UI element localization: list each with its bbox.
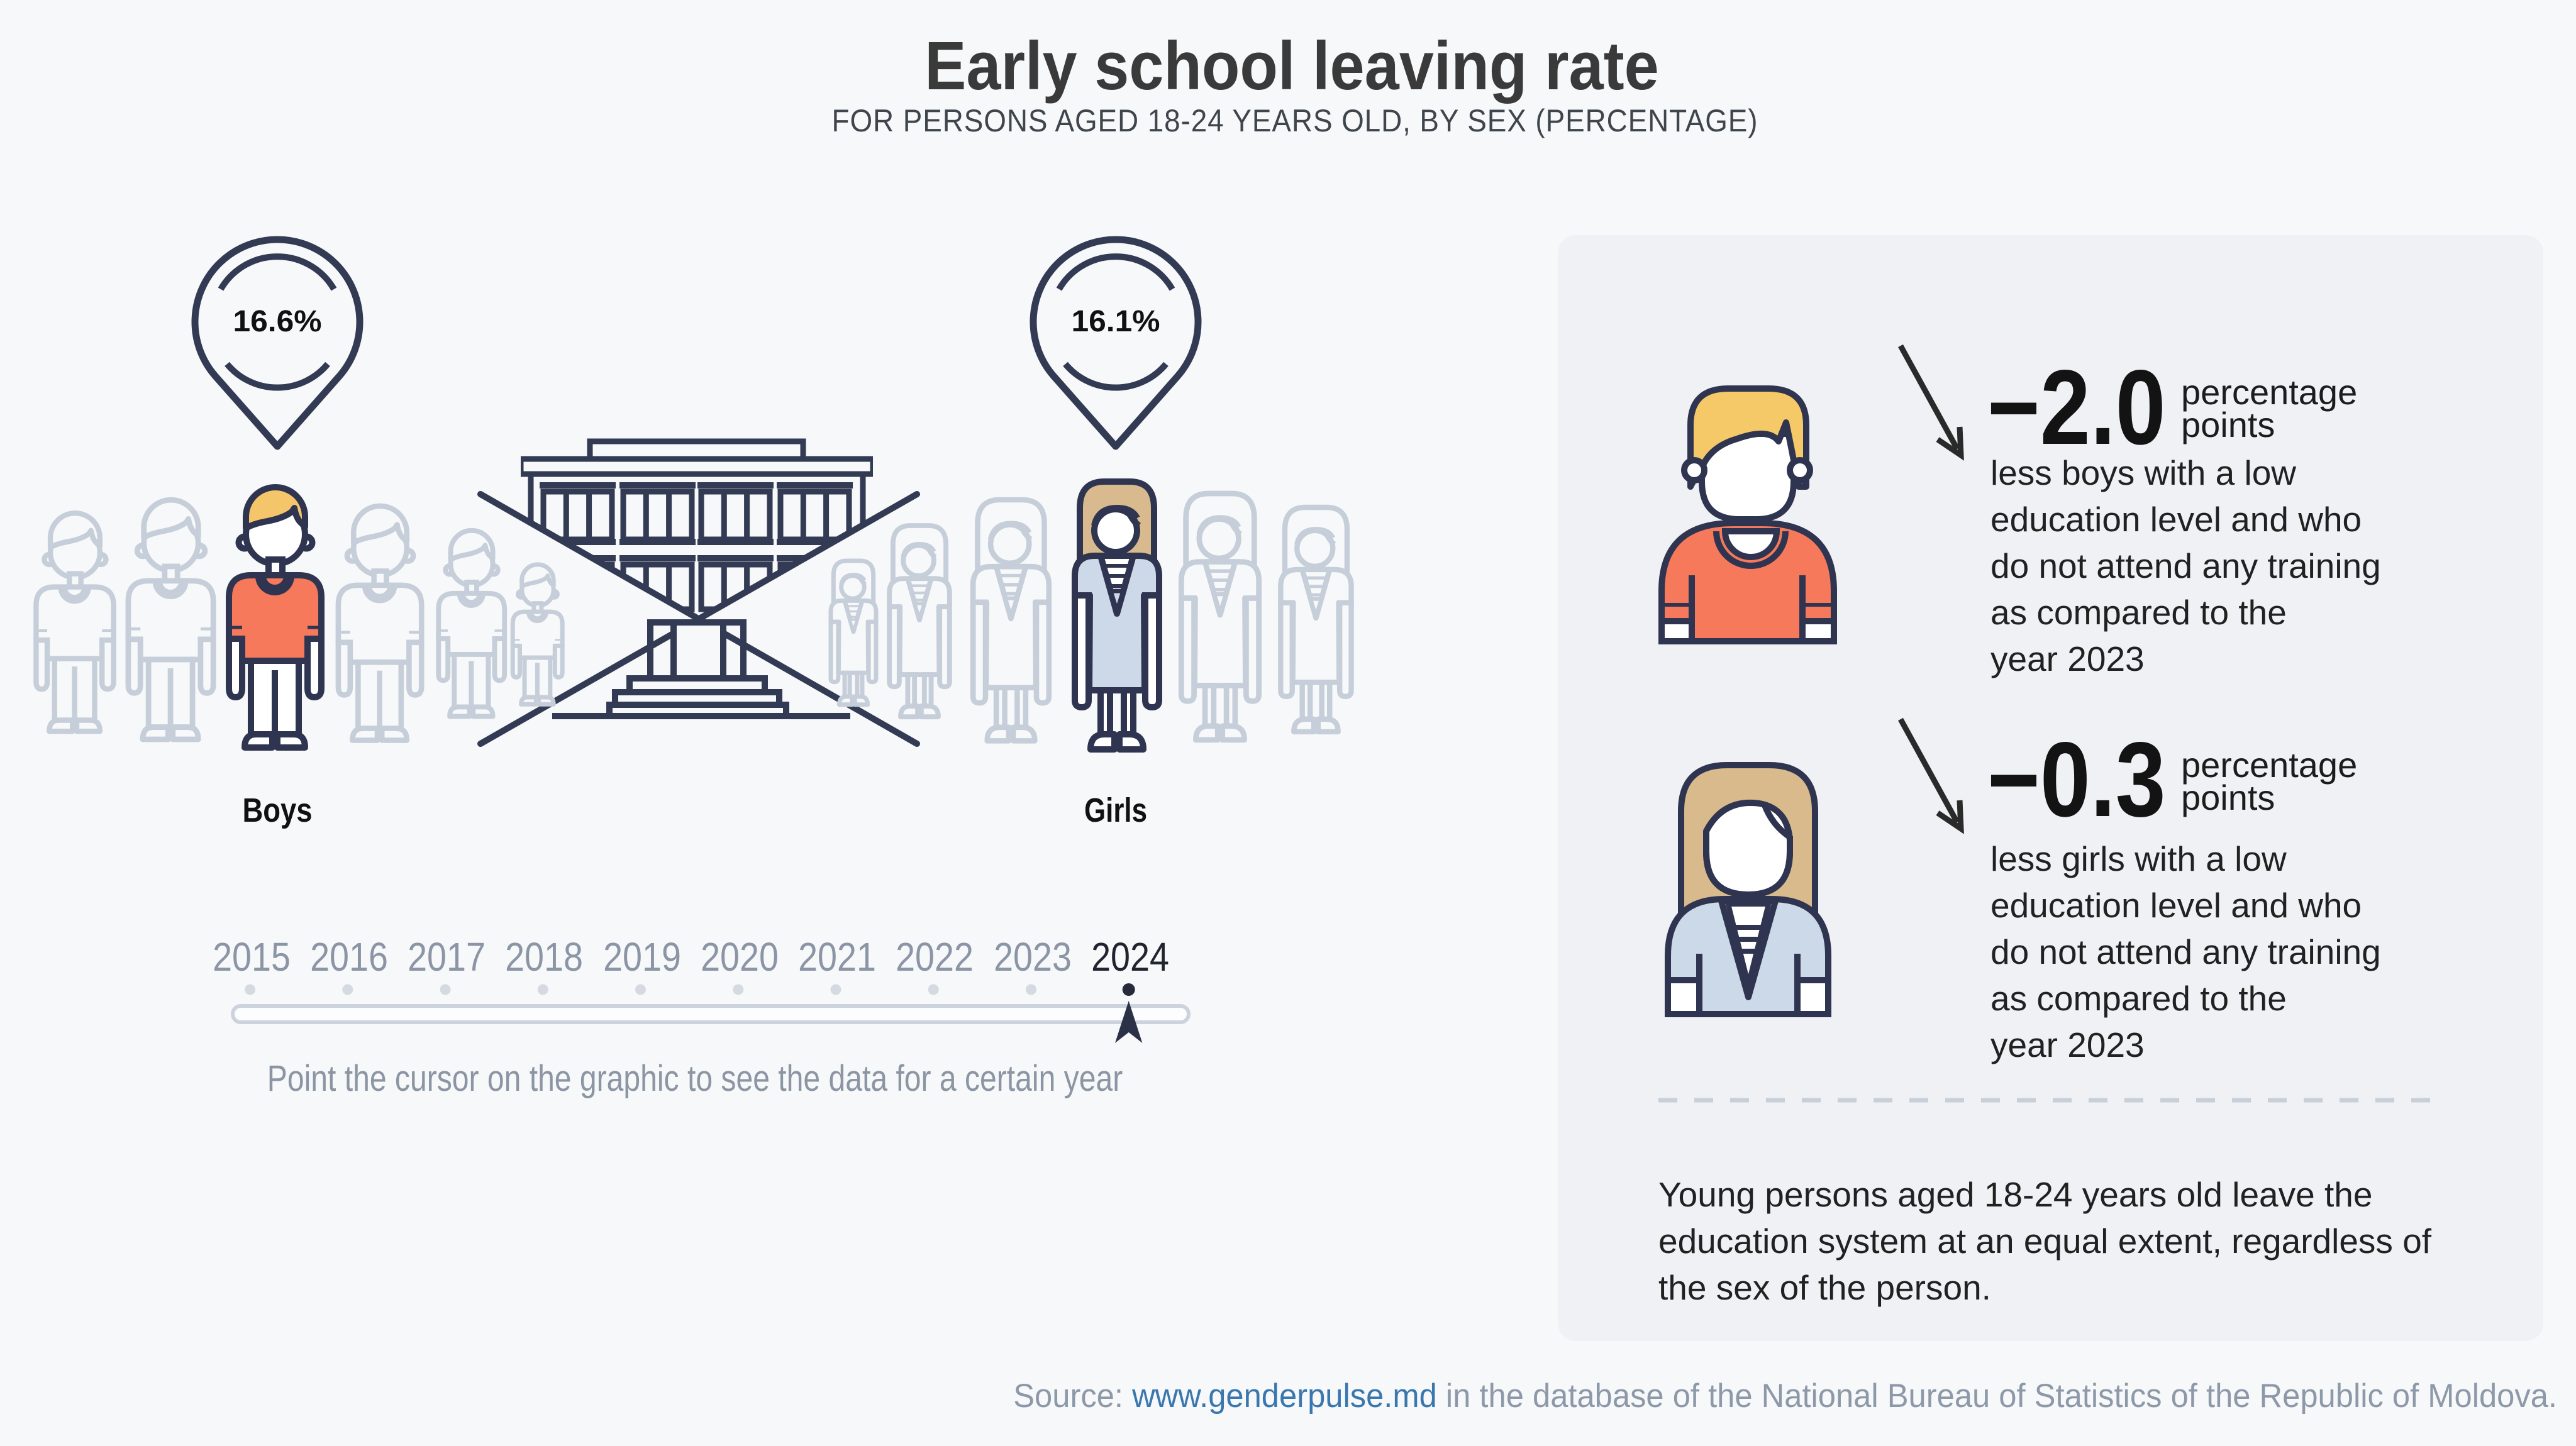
svg-text:Girls: Girls — [1084, 792, 1147, 829]
svg-text:16.1%: 16.1% — [1072, 305, 1160, 338]
svg-text:Boys: Boys — [243, 792, 313, 829]
svg-text:16.6%: 16.6% — [233, 305, 322, 338]
